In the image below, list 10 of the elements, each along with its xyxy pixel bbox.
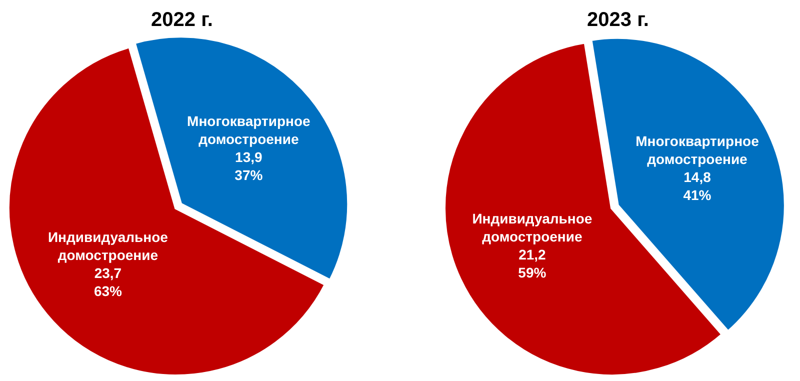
slice-label: Индивидуальное домостроение [48, 229, 168, 264]
chart-title: 2022 г. [151, 9, 213, 31]
slice-label: Многоквартирное домостроение [636, 132, 760, 167]
slice-label: Многоквартирное домостроение [187, 113, 311, 148]
slice-label: Индивидуальное домостроение [472, 210, 592, 245]
data-label: 13,9 37% [234, 149, 264, 184]
data-label: 23,7 63% [94, 265, 122, 300]
data-label: 21,2 59% [518, 246, 547, 281]
data-label: 14,8 41% [683, 168, 712, 203]
chart-title: 2023 г. [587, 9, 649, 31]
